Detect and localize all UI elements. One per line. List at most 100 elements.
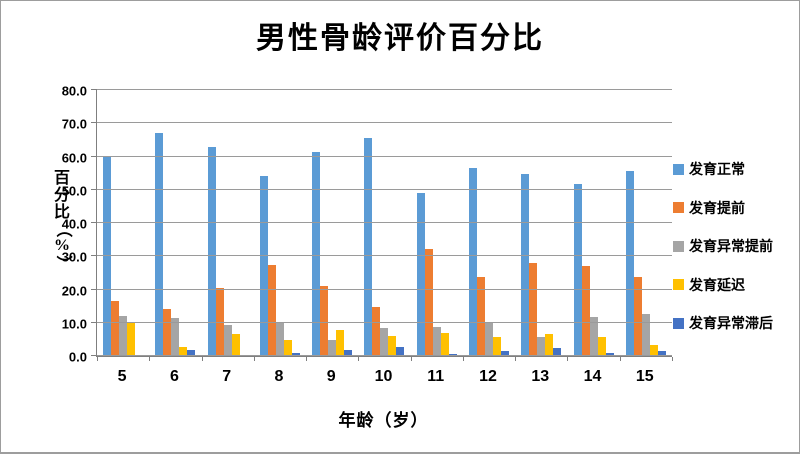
gridline-80.0 [97,89,672,90]
bar-发育正常-age-7 [207,146,216,356]
bar-发育异常滞后-age-8 [291,352,300,356]
x-tick-mark [306,357,308,361]
bar-发育提前-age-9 [320,285,329,356]
legend-item-发育异常滞后: 发育异常滞后 [673,315,773,332]
bar-发育提前-age-8 [267,265,276,356]
chart-title: 男性骨龄评价百分比 [256,22,544,55]
x-tick-label-9: 9 [326,368,336,385]
bar-发育延迟-age-9 [336,330,345,356]
bar-group-age-10 [358,90,410,356]
bar-group-age-13 [515,90,567,356]
y-tick-mark [91,288,97,290]
legend-label: 发育正常 [689,163,745,178]
legend-item-发育延迟: 发育延迟 [673,277,773,294]
bar-发育异常提前-age-10 [380,328,389,356]
bar-发育异常滞后-age-15 [657,350,666,356]
bar-group-age-15 [620,90,672,356]
x-tick-label-7: 7 [222,368,232,385]
bar-发育异常提前-age-5 [119,315,128,356]
x-tick-mark [201,357,203,361]
bar-发育异常滞后-age-9 [344,349,353,356]
bar-发育异常提前-age-15 [641,313,650,356]
bar-发育异常滞后-age-13 [553,347,562,356]
x-tick-mark [567,357,569,361]
y-tick-label: 20.0 [61,283,87,298]
bar-group-age-9 [306,90,358,356]
bar-发育提前-age-14 [581,265,590,356]
legend-swatch-icon [673,163,684,175]
bar-发育提前-age-5 [111,301,120,356]
bar-groups [97,90,672,356]
x-tick-label-12: 12 [479,368,497,385]
y-tick-label: 50.0 [61,183,87,199]
y-tick-mark [91,188,97,190]
x-tick-mark [672,357,673,361]
x-tick-label-8: 8 [274,368,284,385]
legend-item-发育提前: 发育提前 [673,200,773,217]
bar-发育异常提前-age-14 [589,317,598,356]
bar-发育延迟-age-10 [388,336,397,356]
x-tick-mark [619,357,621,361]
y-tick-mark [91,222,97,223]
bar-发育正常-age-9 [312,152,321,356]
y-tick-mark [91,255,97,257]
x-axis-title: 年龄（岁） [338,411,429,430]
bar-发育正常-age-6 [155,133,164,356]
bar-group-age-14 [567,90,619,356]
legend-swatch-icon [673,317,684,329]
bar-发育提前-age-6 [163,309,172,356]
y-tick-label: 10.0 [61,316,87,332]
bar-group-age-12 [463,90,515,356]
y-tick-mark [91,155,97,157]
bar-发育正常-age-14 [573,184,582,356]
bar-发育正常-age-10 [364,138,373,356]
bar-发育正常-age-11 [416,193,425,356]
bar-发育延迟-age-15 [649,345,658,356]
bar-发育异常提前-age-6 [171,318,180,356]
bar-group-age-7 [202,90,254,356]
x-tick-label-13: 13 [531,368,550,385]
bar-group-age-5 [97,90,149,356]
gridline-10.0 [97,321,672,323]
y-tick-mark [91,321,97,323]
gridline-50.0 [97,188,672,190]
gridline-60.0 [97,155,672,157]
bar-group-age-8 [254,90,306,356]
x-axis-tick-labels: 5 6 7 8 9 10 11 12 13 14 15 [96,368,671,386]
x-tick-label-15: 15 [635,368,654,385]
legend-item-发育正常: 发育正常 [673,161,773,178]
y-tick-label: 0.0 [68,349,87,365]
bar-发育异常提前-age-12 [484,323,493,356]
bar-发育延迟-age-13 [545,333,554,356]
legend-swatch-icon [673,202,684,213]
bar-发育延迟-age-11 [440,333,449,356]
gridline-40.0 [97,222,672,223]
x-tick-mark [358,357,360,361]
y-tick-label: 40.0 [61,216,87,232]
chart-legend: 发育正常发育提前发育异常提前 发育延迟发育异常滞后 [673,161,773,354]
gridline-0.0 [97,355,672,356]
y-tick-label: 30.0 [61,249,87,265]
y-tick-label: 70.0 [61,116,87,132]
x-tick-label-14: 14 [583,368,602,385]
legend-label: 发育延迟 [689,278,745,294]
y-tick-mark [91,89,97,90]
x-tick-mark [462,357,464,361]
bar-发育延迟-age-12 [492,337,501,356]
bar-发育延迟-age-14 [597,337,606,356]
bar-发育提前-age-11 [424,248,433,356]
bar-发育延迟-age-8 [283,340,292,356]
bar-发育正常-age-15 [625,170,634,356]
bar-发育异常提前-age-11 [432,327,441,356]
bar-发育提前-age-12 [476,276,485,356]
bar-发育提前-age-15 [633,276,642,356]
bar-发育异常滞后-age-6 [187,349,196,356]
legend-swatch-icon [673,279,684,290]
x-axis-line [96,355,672,357]
x-tick-label-11: 11 [427,368,445,385]
y-tick-mark [91,122,97,124]
x-tick-label-10: 10 [374,368,393,385]
y-axis-title: 百分比（%） [51,170,73,272]
bar-group-age-6 [149,90,201,356]
legend-label: 发育异常提前 [689,240,773,255]
